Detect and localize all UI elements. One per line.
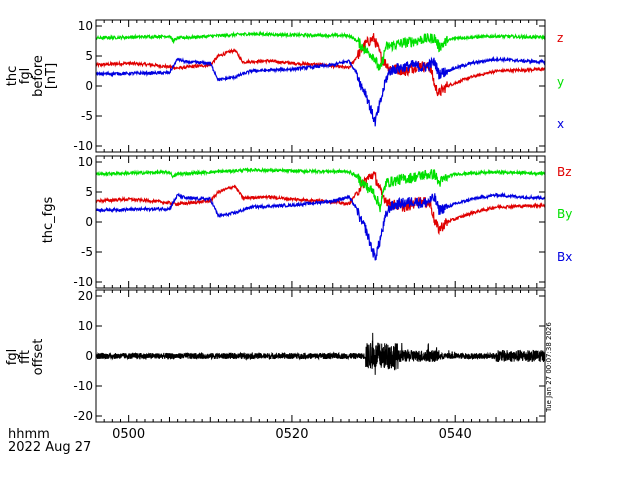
date-label: 2022 Aug 27	[8, 440, 91, 455]
y-tick-label: 20	[78, 289, 93, 303]
y-tick-label: -10	[73, 275, 93, 289]
x-tick-label: 0540	[439, 427, 472, 442]
y-tick-label: -10	[73, 139, 93, 153]
y-axis-label: fgl	[18, 68, 33, 84]
legend-item-x: x	[557, 117, 564, 131]
legend-item-by: By	[557, 207, 572, 221]
y-tick-label: 5	[85, 49, 93, 63]
time-format-label: hhmm	[8, 427, 50, 442]
panel-2: -10 -5 0 5 10 thc_fgs Bz By Bx	[41, 155, 572, 289]
panel-frame	[95, 289, 546, 423]
y-tick-label: -20	[73, 409, 93, 423]
y-axis-label: fgl	[5, 349, 20, 365]
y-axis-label: thc_fgs	[41, 196, 56, 243]
y-tick-label: -10	[73, 379, 93, 393]
y-tick-label: -5	[81, 109, 93, 123]
y-tick-label: -5	[81, 245, 93, 259]
series-line-x	[95, 55, 546, 127]
plot-timestamp: Tue Jan 27 00:07:38 2026	[545, 322, 553, 413]
series-line-z	[95, 33, 546, 97]
y-tick-label: 10	[78, 19, 93, 33]
y-tick-label: 0	[85, 349, 93, 363]
y-tick-label: 10	[78, 319, 93, 333]
series-line-by	[95, 166, 546, 213]
y-tick-label: 0	[85, 215, 93, 229]
y-axis-label: offset	[31, 339, 46, 376]
x-tick-label: 0500	[112, 427, 145, 442]
legend-item-bx: Bx	[557, 250, 572, 264]
y-tick-label: 10	[78, 155, 93, 169]
panel-frame	[95, 155, 546, 289]
series-line-offset	[95, 332, 546, 375]
legend-item-bz: Bz	[557, 165, 572, 179]
y-axis-label: thc	[5, 66, 20, 86]
legend-item-y: y	[557, 75, 564, 89]
series-line-y	[95, 30, 546, 71]
panel-frame	[95, 19, 546, 153]
x-tick-label: 0520	[275, 427, 308, 442]
y-axis-label: [nT]	[44, 63, 59, 89]
y-tick-label: 0	[85, 79, 93, 93]
y-tick-label: 5	[85, 185, 93, 199]
legend-item-z: z	[557, 31, 563, 45]
y-axis-label: fft	[18, 350, 33, 364]
y-axis-label: before	[31, 55, 46, 97]
series-line-bx	[95, 191, 546, 261]
